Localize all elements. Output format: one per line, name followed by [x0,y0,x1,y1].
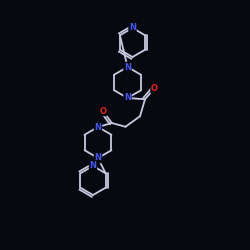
Text: N: N [124,94,131,102]
Text: N: N [94,154,102,162]
Text: N: N [90,162,96,170]
Text: N: N [94,122,102,132]
Text: N: N [129,24,136,32]
Text: N: N [124,62,131,72]
Text: O: O [100,106,106,116]
Text: O: O [151,84,158,93]
